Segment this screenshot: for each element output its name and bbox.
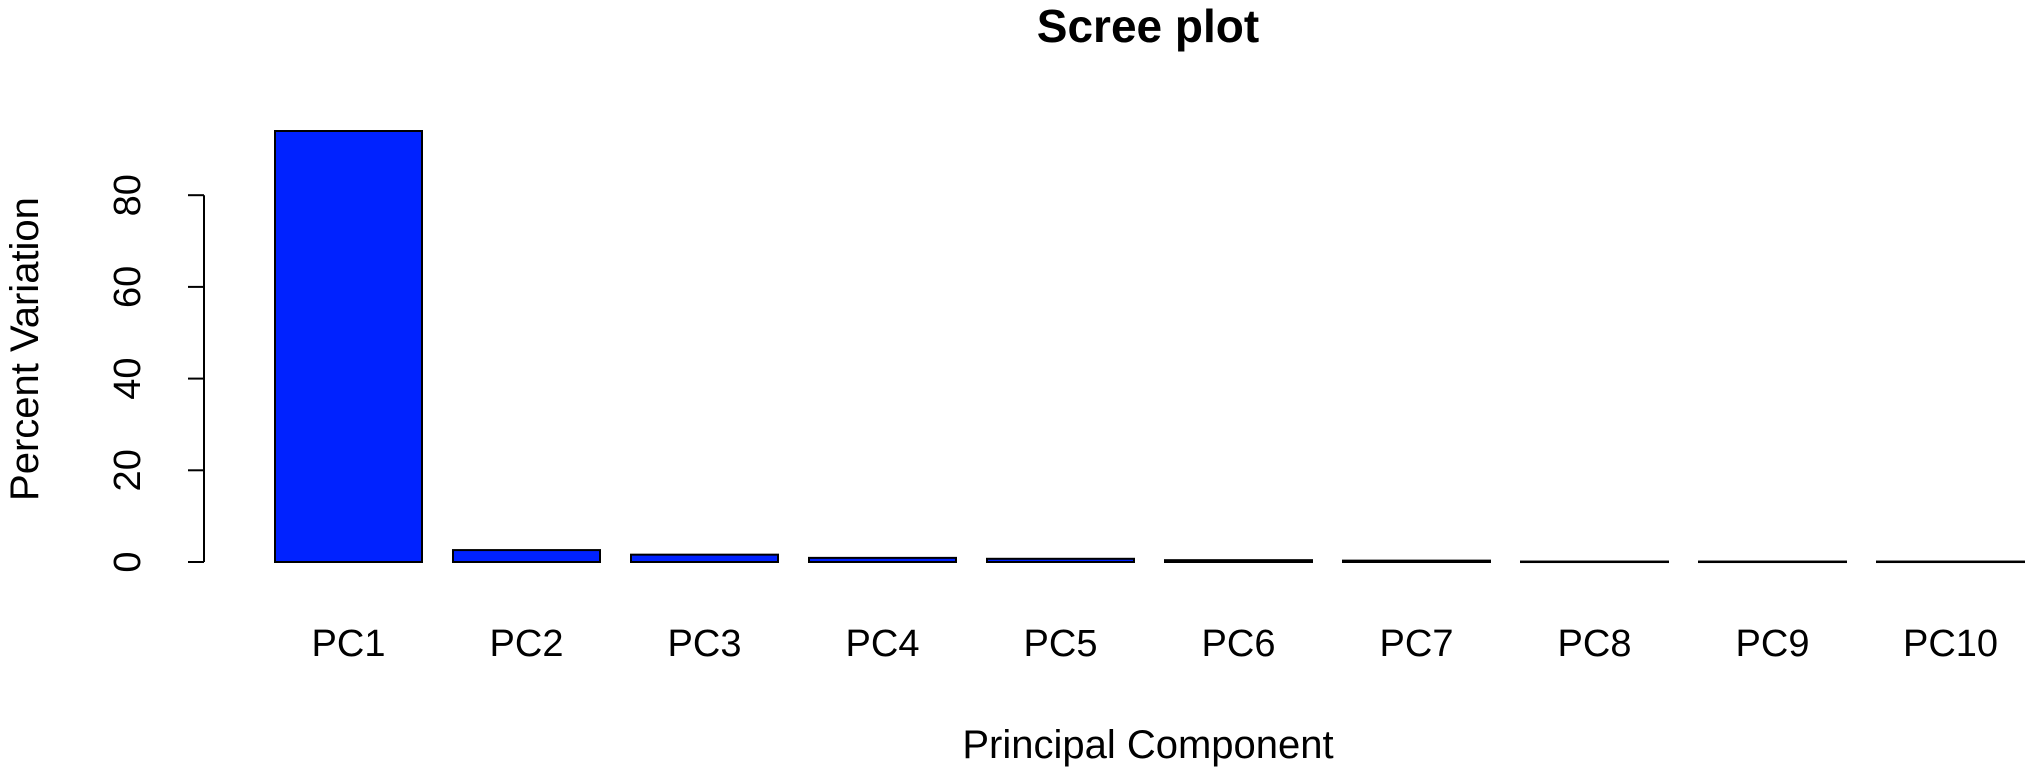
bar-pc8 [1520, 560, 1669, 564]
x-tick-label: PC2 [490, 623, 564, 665]
y-tick-label: 0 [107, 551, 149, 572]
y-tick-label: 80 [107, 174, 149, 216]
x-tick-label: PC4 [846, 623, 920, 665]
bar-pc5 [986, 557, 1135, 563]
bar-pc1 [274, 130, 423, 563]
x-tick-label: PC5 [1024, 623, 1098, 665]
y-tick-label: 20 [107, 449, 149, 491]
bars [274, 130, 2025, 564]
bar-pc10 [1876, 560, 2025, 564]
x-axis-label: Principal Component [962, 723, 1333, 767]
y-tick-label: 60 [107, 266, 149, 308]
bar-pc6 [1164, 559, 1313, 563]
y-axis: 0 20 40 60 80 [107, 174, 205, 573]
y-tick-label: 40 [107, 357, 149, 399]
x-tick-label: PC3 [668, 623, 742, 665]
x-tick-labels: PC1 PC2 PC3 PC4 PC5 PC6 PC7 PC8 PC9 PC10 [312, 623, 1998, 665]
bar-pc2 [452, 549, 601, 564]
x-tick-label: PC6 [1202, 623, 1276, 665]
x-tick-label: PC9 [1736, 623, 1810, 665]
x-tick-label: PC1 [312, 623, 386, 665]
chart-title: Scree plot [1037, 0, 1259, 52]
y-axis-label: Percent Variation [3, 197, 47, 501]
bar-pc4 [808, 556, 957, 564]
bar-pc7 [1342, 559, 1491, 563]
x-tick-label: PC10 [1903, 623, 1998, 665]
bar-pc9 [1698, 560, 1847, 564]
x-tick-label: PC7 [1380, 623, 1454, 665]
x-tick-label: PC8 [1558, 623, 1632, 665]
bar-pc3 [630, 553, 779, 563]
